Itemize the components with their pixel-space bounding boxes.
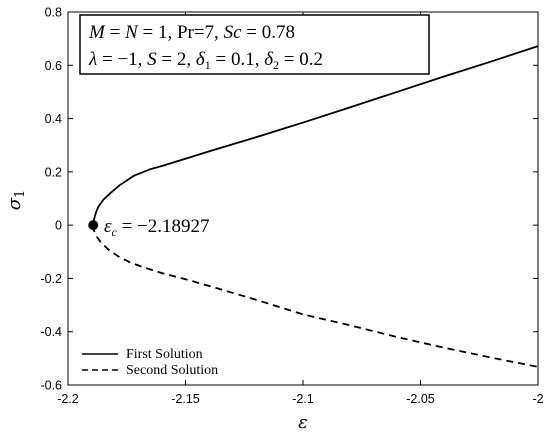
y-tick-label: -0.6 <box>40 379 62 393</box>
critical-point-marker <box>88 220 99 231</box>
y-axis-label: σ1 <box>4 190 28 211</box>
x-tick-label: -2.1 <box>292 392 314 406</box>
x-axis-label: ε <box>298 412 308 433</box>
y-tick-label: 0.6 <box>45 59 62 73</box>
x-tick-label: -2.05 <box>406 392 435 406</box>
plot-frame <box>67 11 539 386</box>
y-tick-label: 0.8 <box>45 6 62 20</box>
legend-label-second: Second Solution <box>126 363 218 378</box>
x-tick-label: -2.15 <box>171 392 200 406</box>
y-tick-label: 0.4 <box>45 112 62 126</box>
legend-label-first: First Solution <box>126 347 203 362</box>
y-tick-label: -0.4 <box>40 325 62 339</box>
legend: First Solution Second Solution <box>82 347 218 378</box>
series-line-second-solution <box>92 225 539 368</box>
series-line-first-solution <box>92 45 539 226</box>
parameter-line-2: λ = −1, S = 2, δ1 = 0.1, δ2 = 0.2 <box>88 49 323 72</box>
y-tick-label: -0.2 <box>40 272 62 286</box>
y-tick-label: 0 <box>55 219 62 233</box>
critical-point-label: εc = −2.18927 <box>104 216 210 239</box>
parameter-box: M = N = 1, Pr=7, Sc = 0.78 λ = −1, S = 2… <box>79 14 430 75</box>
x-tick-label: -2.2 <box>57 392 79 406</box>
y-tick-label: 0.2 <box>45 165 62 179</box>
parameter-line-1: M = N = 1, Pr=7, Sc = 0.78 <box>88 22 295 43</box>
x-tick-label: -2 <box>532 392 543 406</box>
curves <box>92 45 539 368</box>
